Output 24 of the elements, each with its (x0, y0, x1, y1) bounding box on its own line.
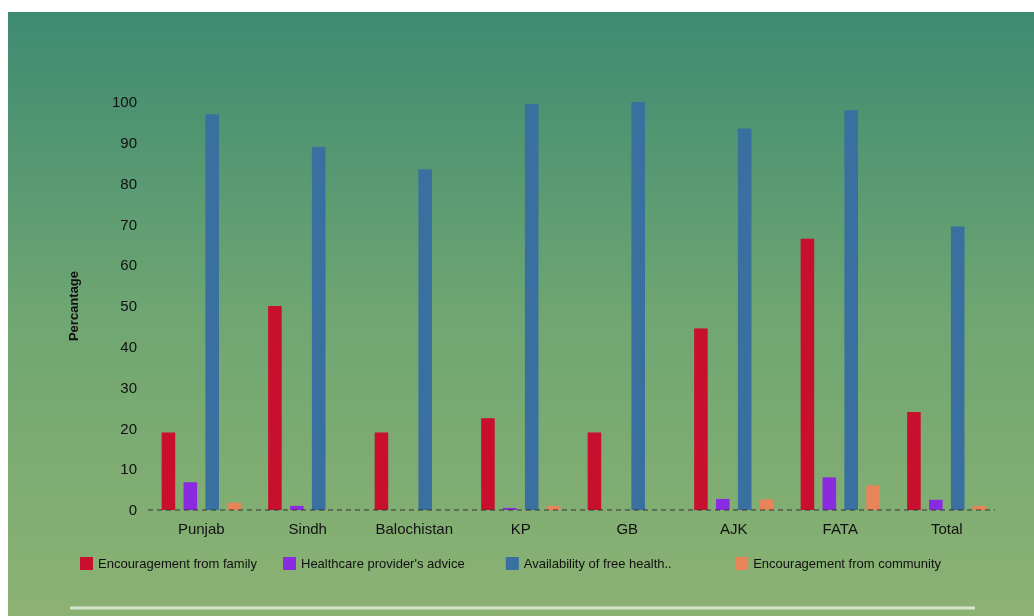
y-tick-label: 10 (120, 460, 137, 478)
y-tick-label: 20 (120, 419, 137, 437)
y-tick-label: 70 (120, 215, 137, 233)
x-tick-label: AJK (719, 520, 748, 537)
x-tick-label: Balochistan (375, 520, 454, 537)
y-tick-label: 30 (120, 378, 137, 396)
y-tick-label: 90 (120, 134, 137, 152)
legend-label: Availability of free health.. (523, 556, 672, 571)
legend-label: Encouragement from family (98, 556, 258, 571)
y-tick-label: 80 (120, 174, 137, 192)
x-tick-label: Total (930, 520, 963, 537)
y-axis-title: Percantage (66, 270, 81, 342)
y-tick-label: 60 (120, 256, 137, 274)
x-tick-label: Punjab (177, 520, 225, 537)
x-tick-label: Sindh (288, 520, 327, 537)
y-tick-label: 40 (120, 338, 137, 356)
legend-label: Encouragement from community (753, 556, 942, 571)
y-tick-label: 0 (128, 501, 137, 519)
y-tick-label: 50 (120, 297, 137, 315)
legend-label: Healthcare provider's advice (301, 556, 465, 571)
y-tick-label: 100 (111, 93, 137, 111)
x-tick-label: GB (616, 520, 639, 537)
x-tick-label: FATA (822, 520, 858, 537)
x-tick-label: KP (510, 520, 531, 537)
